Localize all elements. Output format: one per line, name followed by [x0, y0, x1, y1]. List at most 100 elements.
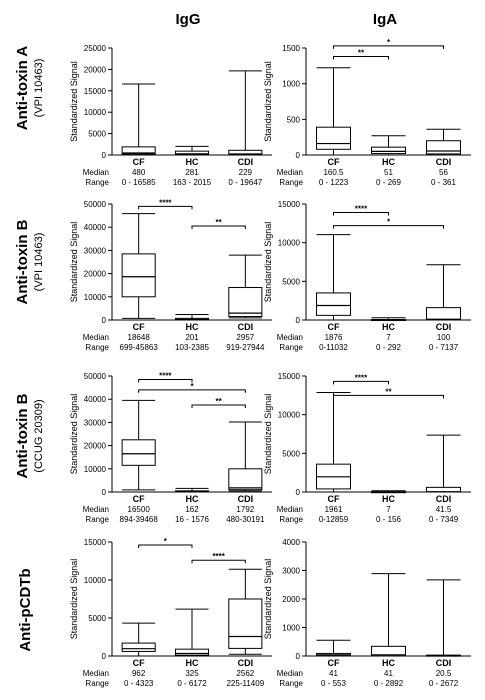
- range-value: 894-39468: [120, 515, 159, 524]
- box-cdi: [426, 434, 461, 493]
- x-category-label: CDI: [436, 658, 452, 668]
- x-category-label: HC: [382, 658, 395, 668]
- iqr-box: [121, 146, 156, 155]
- x-category-label: HC: [382, 322, 395, 332]
- box-hc: [174, 608, 210, 657]
- significance-bracket: **: [333, 387, 444, 399]
- x-category-label: CF: [328, 494, 340, 504]
- x-category-label: HC: [382, 494, 395, 504]
- y-tick-label: 1000: [282, 80, 300, 89]
- y-tick-label: 4000: [282, 538, 300, 547]
- median-value: 41.5: [436, 505, 452, 514]
- x-category-label: CDI: [238, 322, 254, 332]
- median-value: 16500: [128, 505, 151, 514]
- row-title-0: Anti-toxin A (VPI 10463): [14, 46, 45, 131]
- bracket-line: [138, 378, 193, 383]
- median-value: 41: [384, 669, 393, 678]
- median-value: 56: [439, 168, 448, 177]
- y-tick-label: 25000: [84, 44, 107, 53]
- bracket-line: [333, 394, 444, 399]
- bracket-line: [333, 212, 389, 216]
- median-value: 1961: [325, 505, 343, 514]
- range-value: 0 - 361: [431, 178, 456, 187]
- significance-stars: **: [385, 387, 392, 396]
- median-value: 18648: [128, 333, 151, 342]
- significance-stars: **: [216, 218, 223, 227]
- y-tick-label: 0: [296, 316, 301, 325]
- box-cdi: [228, 70, 263, 156]
- iqr-box: [316, 126, 351, 150]
- significance-stars: *: [387, 218, 391, 227]
- box-cdi: [426, 264, 461, 321]
- column-header-iga: IgA: [373, 11, 397, 28]
- y-tick-label: 0: [102, 488, 107, 497]
- median-row-label: Median: [83, 168, 109, 177]
- median-row-label: Median: [83, 505, 109, 514]
- range-value: 0 - 6172: [177, 679, 207, 688]
- y-tick-label: 0: [102, 652, 107, 661]
- y-tick-label: 15000: [278, 200, 301, 209]
- x-category-label: CF: [328, 157, 340, 167]
- x-category-label: CDI: [238, 658, 254, 668]
- y-tick-label: 0: [296, 652, 301, 661]
- y-tick-label: 30000: [84, 418, 107, 427]
- y-tick-label: 500: [287, 115, 301, 124]
- median-row-label: Median: [277, 505, 303, 514]
- box-hc: [174, 145, 210, 155]
- x-category-label: HC: [186, 658, 199, 668]
- y-axis-label: Standardized Signal: [263, 394, 273, 475]
- range-value: 0-12859: [319, 515, 349, 524]
- bracket-line: [333, 56, 389, 60]
- bracket-line: [138, 205, 193, 210]
- iqr-box: [316, 292, 351, 316]
- median-value: 100: [437, 333, 451, 342]
- y-axis-label: Standardized Signal: [69, 222, 79, 303]
- chart-panel-iga-2: 0 5000 10000 15000 Standardized Signal CF1961…: [263, 372, 471, 524]
- row-title-2: Anti-toxin B (CCUG 20309): [14, 393, 45, 478]
- row-title-1: Anti-toxin B (VPI 10463): [14, 219, 45, 304]
- iqr-box: [426, 140, 461, 155]
- median-row-label: Median: [83, 333, 109, 342]
- range-value: 103-2385: [175, 343, 209, 352]
- y-tick-label: 0: [102, 151, 107, 160]
- range-row-label: Range: [279, 679, 303, 688]
- x-category-label: CDI: [436, 494, 452, 504]
- box-cdi: [228, 421, 263, 492]
- median-value: 2957: [236, 333, 254, 342]
- y-axis-label: Standardized Signal: [69, 61, 79, 142]
- range-row-label: Range: [85, 679, 109, 688]
- range-value: 699-45863: [120, 343, 159, 352]
- median-value: 1876: [325, 333, 343, 342]
- significance-stars: *: [387, 38, 391, 47]
- chart-panel-igg-1: 0 10000 20000 30000 40000 50000 Standardized S…: [69, 198, 272, 352]
- range-row-label: Range: [279, 178, 303, 187]
- range-value: 0 - 553: [321, 679, 346, 688]
- row-title-text: Anti-pCDTb: [17, 568, 34, 651]
- box-cf: [121, 399, 156, 491]
- iqr-box: [228, 598, 263, 649]
- x-category-label: CDI: [238, 494, 254, 504]
- range-value: 0 - 1223: [319, 178, 349, 187]
- row-title-text: Anti-toxin A: [14, 46, 31, 131]
- x-category-label: CDI: [436, 322, 452, 332]
- range-row-label: Range: [85, 178, 109, 187]
- range-row-label: Range: [279, 515, 303, 524]
- significance-stars: ****: [159, 371, 172, 380]
- y-tick-label: 50000: [84, 372, 107, 381]
- chart-panel-igg-0: 0 5000 10000 15000 20000 25000 Standardized Si…: [69, 44, 272, 187]
- y-axis-label: Standardized Signal: [69, 559, 79, 640]
- significance-stars: ****: [355, 205, 368, 214]
- chart-panel-igg-2: 0 10000 20000 30000 40000 50000 Standardized S…: [69, 371, 272, 524]
- x-category-label: HC: [186, 322, 199, 332]
- box-cf: [121, 83, 156, 156]
- median-row-label: Median: [277, 669, 303, 678]
- y-tick-label: 10000: [278, 411, 301, 420]
- median-value: 962: [132, 669, 146, 678]
- significance-bracket: ****: [138, 198, 193, 210]
- median-value: 2562: [236, 669, 254, 678]
- y-tick-label: 20000: [84, 270, 107, 279]
